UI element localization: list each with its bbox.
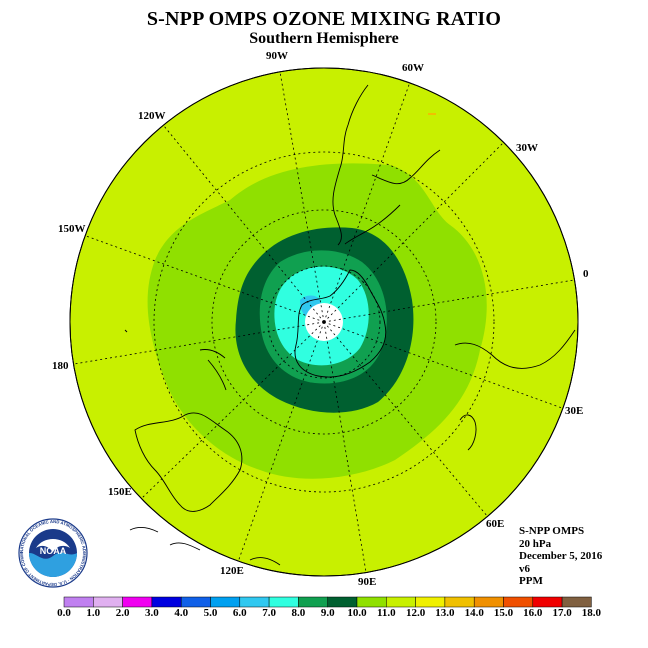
legend-tick-14: 14.0	[464, 607, 484, 619]
lon-label-180: 180	[52, 360, 69, 372]
legend-tick-3: 3.0	[145, 607, 159, 619]
lon-label-30e: 30E	[565, 405, 584, 417]
legend-tick-2: 2.0	[115, 607, 130, 619]
lon-label-0: 0	[583, 268, 589, 280]
legend-tick-7: 7.0	[262, 607, 276, 619]
info-version: v6	[519, 562, 530, 575]
lon-label-30w: 30W	[516, 142, 538, 154]
info-level: 20 hPa	[519, 537, 552, 550]
info-units: PPM	[519, 575, 543, 587]
lon-label-60w: 60W	[402, 62, 424, 74]
legend-tick-4: 4.0	[174, 607, 189, 619]
product-info: S-NPP OMPS 20 hPa December 5, 2016 v6 PP…	[519, 525, 602, 588]
legend-tick-8: 8.0	[291, 607, 306, 619]
lon-label-150w: 150W	[58, 223, 86, 235]
legend-tick-13: 13.0	[435, 607, 455, 619]
legend-tick-9: 9.0	[320, 607, 335, 619]
legend-tick-16: 16.0	[523, 607, 543, 619]
legend-tick-6: 6.0	[232, 607, 247, 619]
lon-label-90w: 90W	[266, 50, 288, 62]
legend-tick-10: 10.0	[347, 607, 367, 619]
map-subtitle: Southern Hemisphere	[249, 30, 399, 47]
legend-tick-11: 11.0	[376, 607, 396, 619]
info-instrument: S-NPP OMPS	[519, 525, 585, 537]
legend-tick-1: 1.0	[86, 607, 101, 619]
legend-tick-5: 5.0	[203, 607, 218, 619]
legend-tick-15: 15.0	[493, 607, 514, 619]
lon-label-120e: 120E	[220, 565, 244, 577]
lon-label-90e: 90E	[358, 576, 377, 588]
info-date: December 5, 2016	[519, 550, 603, 562]
lon-label-150e: 150E	[108, 486, 132, 498]
hemisphere-border	[69, 67, 579, 577]
legend-tick-17: 17.0	[552, 607, 572, 619]
legend-tick-18: 18.0	[581, 607, 602, 619]
lon-label-120w: 120W	[138, 110, 166, 122]
legend-tick-12: 12.0	[405, 607, 426, 619]
longitude-grid	[73, 71, 575, 573]
map-title: S-NPP OMPS OZONE MIXING RATIO	[146, 8, 502, 30]
noaa-logo: NATIONAL OCEANIC AND ATMOSPHERIC ADMINIS…	[18, 518, 88, 588]
coastlines	[124, 84, 576, 566]
legend-tick-0: 0.0	[57, 607, 71, 619]
latitude-grid	[153, 151, 495, 493]
logo-text: NOAA	[40, 546, 67, 556]
lon-label-60e: 60E	[486, 518, 505, 530]
